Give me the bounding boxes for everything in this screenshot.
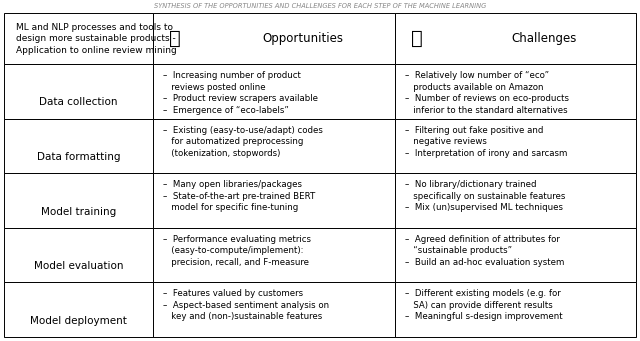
Bar — [4, 282, 152, 337]
Text: SYNTHESIS OF THE OPPORTUNITIES AND CHALLENGES FOR EACH STEP OF THE MACHINE LEARN: SYNTHESIS OF THE OPPORTUNITIES AND CHALL… — [154, 3, 486, 10]
Bar — [395, 64, 636, 119]
Text: 🔍: 🔍 — [411, 29, 422, 48]
Text: Model training: Model training — [40, 207, 116, 217]
Bar — [4, 119, 152, 173]
Text: –  Different existing models (e.g. for
   SA) can provide different results
–  M: – Different existing models (e.g. for SA… — [404, 290, 562, 321]
Bar — [4, 64, 152, 119]
Text: Data formatting: Data formatting — [36, 152, 120, 162]
Bar — [4, 13, 152, 64]
Bar — [395, 173, 636, 228]
Text: Model evaluation: Model evaluation — [33, 261, 123, 271]
Bar — [4, 173, 152, 228]
Text: Data collection: Data collection — [39, 98, 118, 107]
Bar — [152, 119, 395, 173]
Text: –  Agreed definition of attributes for
   “sustainable products”
–  Build an ad-: – Agreed definition of attributes for “s… — [404, 235, 564, 267]
Text: Challenges: Challenges — [511, 32, 577, 45]
Bar — [4, 228, 152, 282]
Text: –  Many open libraries/packages
–  State-of-the-art pre-trained BERT
   model fo: – Many open libraries/packages – State-o… — [163, 180, 315, 212]
Bar — [395, 13, 636, 64]
Text: –  Relatively low number of “eco”
   products available on Amazon
–  Number of r: – Relatively low number of “eco” product… — [404, 71, 568, 115]
Text: –  Filtering out fake positive and
   negative reviews
–  Interpretation of iron: – Filtering out fake positive and negati… — [404, 126, 567, 158]
Text: Model deployment: Model deployment — [30, 316, 127, 326]
Bar — [152, 173, 395, 228]
Bar — [152, 228, 395, 282]
Text: 💡: 💡 — [169, 29, 180, 48]
Bar — [395, 282, 636, 337]
Text: ML and NLP processes and tools to
design more sustainable products -
Application: ML and NLP processes and tools to design… — [16, 23, 177, 55]
Text: –  Features valued by customers
–  Aspect-based sentiment analysis on
   key and: – Features valued by customers – Aspect-… — [163, 290, 329, 321]
Bar — [152, 13, 395, 64]
Text: –  No library/dictionary trained
   specifically on sustainable features
–  Mix : – No library/dictionary trained specific… — [404, 180, 565, 212]
Bar — [152, 64, 395, 119]
Text: –  Existing (easy-to-use/adapt) codes
   for automatized preprocessing
   (token: – Existing (easy-to-use/adapt) codes for… — [163, 126, 323, 158]
Text: –  Increasing number of product
   reviews posted online
–  Product review scrap: – Increasing number of product reviews p… — [163, 71, 317, 115]
Text: –  Performance evaluating metrics
   (easy-to-compute/implement):
   precision, : – Performance evaluating metrics (easy-t… — [163, 235, 310, 267]
Bar — [395, 119, 636, 173]
Text: Opportunities: Opportunities — [262, 32, 343, 45]
Bar — [395, 228, 636, 282]
Bar — [152, 282, 395, 337]
